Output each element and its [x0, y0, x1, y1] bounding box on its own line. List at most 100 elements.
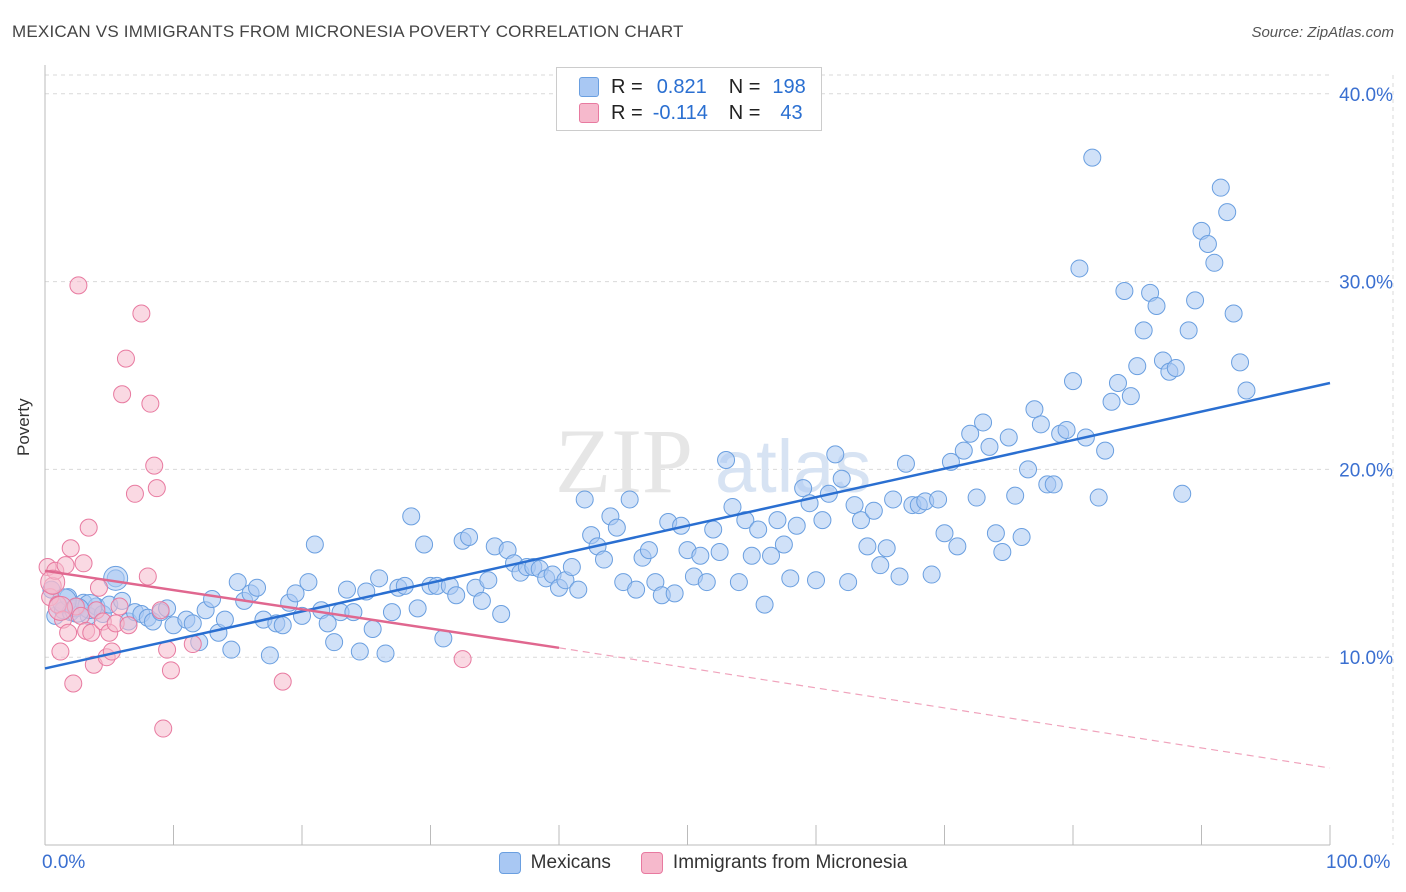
point-mexican — [807, 571, 825, 590]
point-mexican — [260, 646, 279, 665]
point-micronesia — [273, 672, 292, 691]
point-mexican — [273, 616, 292, 635]
point-mexican — [704, 520, 723, 539]
point-mexican — [755, 595, 774, 614]
point-mexican — [382, 603, 401, 622]
point-micronesia — [132, 304, 151, 323]
r-label: R = — [611, 101, 643, 124]
point-mexican — [286, 584, 305, 603]
point-mexican — [948, 537, 967, 556]
point-mexican — [1147, 297, 1166, 315]
point-mexican — [1179, 321, 1198, 340]
point-mexican — [967, 488, 986, 507]
point-micronesia — [59, 623, 78, 642]
y-tick-label: 30.0% — [1339, 273, 1393, 294]
point-mexican — [993, 543, 1012, 562]
point-mexican — [1166, 358, 1185, 377]
point-mexican — [1044, 475, 1063, 494]
point-mexican — [1064, 372, 1082, 391]
point-mexican — [884, 490, 903, 509]
point-mexican — [1089, 488, 1108, 507]
legend-item-mexicans[interactable]: Mexicans — [498, 852, 611, 874]
point-micronesia — [74, 554, 93, 573]
y-tick-label: 10.0% — [1339, 648, 1393, 669]
point-mexican — [562, 558, 581, 577]
trend-lines — [44, 381, 1331, 769]
points — [38, 148, 1256, 738]
point-mexican — [749, 520, 768, 539]
point-mexican — [492, 605, 511, 623]
stats-row-mexicans: R = 0.821 N = 198 — [579, 74, 806, 100]
point-mexican — [794, 479, 813, 498]
point-mexican — [1025, 400, 1044, 419]
stats-swatch-mexicans — [579, 77, 599, 97]
point-mexican — [228, 573, 247, 592]
point-mexican — [851, 511, 870, 530]
point-micronesia — [61, 539, 80, 558]
point-mexican — [203, 589, 222, 608]
point-mexican — [402, 507, 421, 526]
point-mexican — [1186, 291, 1205, 310]
point-mexican — [871, 556, 890, 575]
point-micronesia — [151, 601, 170, 620]
point-mexican — [826, 445, 845, 464]
point-mexican — [1019, 460, 1038, 479]
point-mexican — [1128, 357, 1147, 376]
point-micronesia-large — [40, 569, 66, 595]
n-label: N = — [728, 75, 761, 98]
point-mexican-large — [103, 565, 129, 591]
point-mexican — [215, 610, 234, 629]
point-micronesia — [89, 578, 108, 597]
point-mexican — [318, 614, 337, 633]
point-mexican — [774, 535, 793, 554]
point-mexican — [1237, 381, 1256, 400]
point-mexican — [639, 541, 658, 560]
point-mexican — [858, 537, 877, 556]
point-mexican — [729, 573, 748, 592]
point-mexican — [999, 428, 1018, 447]
watermark-atlas: atlas — [715, 425, 871, 508]
legend-item-micronesia[interactable]: Immigrants from Micronesia — [640, 852, 907, 874]
trend-line-micronesia-extrapolated — [558, 647, 1331, 769]
point-mexican — [781, 569, 800, 588]
point-micronesia — [64, 674, 83, 693]
n-value: 43 — [780, 101, 803, 124]
y-axis-label: Poverty — [14, 398, 33, 456]
legend-swatch-mexicans — [498, 852, 521, 874]
point-mexican — [607, 518, 626, 537]
r-value: 0.821 — [656, 75, 707, 98]
point-mexican — [1006, 486, 1025, 505]
point-micronesia — [145, 456, 164, 475]
stats-row-micronesia: R = -0.114 N = 43 — [579, 100, 803, 126]
x-tick-min: 0.0% — [42, 852, 86, 873]
legend: Mexicans Immigrants from Micronesia — [0, 852, 1406, 874]
point-mexican — [370, 569, 389, 588]
legend-label: Mexicans — [530, 852, 611, 873]
n-label: N = — [728, 101, 761, 124]
point-mexican — [961, 424, 980, 443]
point-mexican — [627, 580, 646, 599]
point-mexican — [697, 573, 716, 592]
point-mexican — [569, 580, 588, 599]
point-mexican — [1096, 441, 1115, 460]
r-value: -0.114 — [652, 101, 708, 124]
point-mexican — [922, 565, 941, 584]
point-mexican — [787, 516, 806, 535]
point-mexican — [691, 546, 710, 565]
point-mexican — [1031, 415, 1050, 434]
point-mexican — [575, 490, 594, 509]
point-micronesia — [453, 650, 472, 669]
point-mexican — [954, 441, 973, 460]
point-mexican — [813, 511, 832, 530]
point-micronesia — [147, 479, 166, 498]
point-micronesia — [161, 661, 180, 680]
point-mexican — [1224, 304, 1243, 323]
point-mexican — [1218, 203, 1237, 222]
r-label: R = — [611, 75, 643, 98]
point-mexican — [832, 469, 851, 488]
point-micronesia — [113, 385, 132, 404]
stats-box: R = 0.821 N = 198 R = -0.114 N = 43 — [556, 67, 822, 131]
x-tick-max: 100.0% — [1326, 852, 1391, 873]
point-micronesia — [110, 597, 129, 616]
point-mexican — [395, 576, 414, 595]
